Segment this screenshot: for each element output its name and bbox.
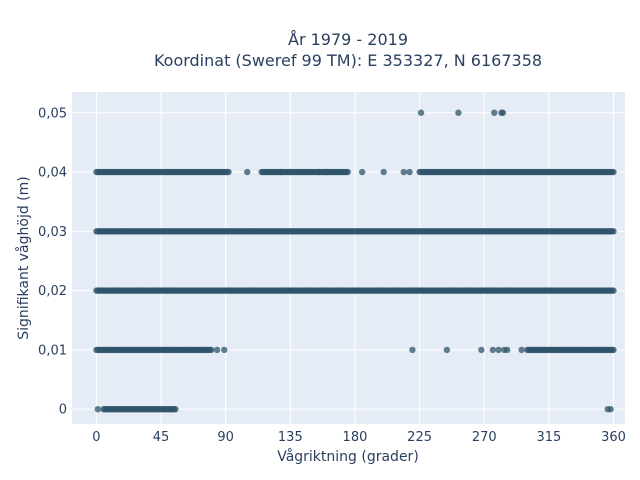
data-point: [380, 168, 387, 176]
data-point: [172, 405, 179, 413]
data-point: [406, 168, 413, 176]
y-tick-label: 0: [59, 403, 67, 418]
data-point: [504, 346, 511, 354]
data-point: [417, 109, 425, 116]
data-point: [358, 168, 366, 176]
data-point: [225, 168, 232, 176]
data-point: [323, 168, 330, 176]
plot-area: [72, 92, 625, 424]
data-point: [221, 346, 228, 354]
data-point: [489, 346, 497, 354]
data-point: [208, 346, 215, 354]
data-point: [499, 109, 507, 116]
x-tick-label: 180: [343, 430, 368, 445]
data-point: [610, 228, 617, 235]
y-tick-label: 0,03: [38, 225, 67, 240]
data-point: [518, 346, 525, 354]
x-tick-label: 225: [407, 430, 432, 445]
x-tick-label: 0: [92, 430, 100, 445]
y-tick-label: 0,05: [38, 106, 67, 121]
data-point: [443, 346, 451, 354]
data-point: [400, 168, 407, 176]
x-axis-title: Vågriktning (grader): [277, 448, 419, 465]
data-point: [610, 287, 617, 294]
data-point: [478, 346, 485, 354]
x-tick-label: 270: [472, 430, 497, 445]
chart-title-line1: År 1979 - 2019: [288, 30, 408, 49]
x-tick-label: 90: [217, 430, 234, 445]
data-point: [213, 346, 221, 354]
y-tick-label: 0,02: [38, 284, 67, 299]
y-tick-label: 0,04: [38, 166, 67, 181]
data-point: [344, 168, 351, 176]
data-point: [244, 168, 251, 176]
y-axis-ticks: 0 0,01 0,02 0,03 0,04 0,05: [38, 106, 67, 417]
data-point: [94, 405, 102, 413]
chart-title-line2: Koordinat (Sweref 99 TM): E 353327, N 61…: [154, 51, 542, 70]
x-tick-label: 315: [536, 430, 561, 445]
data-point: [409, 346, 416, 354]
data-point: [495, 346, 502, 354]
x-axis-ticks: 0 45 90 135 180 225 270 315 360: [92, 430, 626, 445]
data-point: [455, 109, 462, 116]
data-points: [93, 109, 617, 413]
y-tick-label: 0,01: [38, 343, 67, 358]
x-tick-label: 135: [278, 430, 303, 445]
x-tick-label: 45: [153, 430, 170, 445]
y-axis-title: Signifikant våghöjd (m): [15, 176, 32, 339]
data-point: [491, 109, 498, 116]
data-point: [315, 168, 323, 176]
data-point: [607, 405, 614, 413]
data-point: [277, 168, 284, 176]
data-point: [610, 168, 617, 176]
data-point: [610, 346, 617, 354]
x-tick-label: 360: [601, 430, 626, 445]
